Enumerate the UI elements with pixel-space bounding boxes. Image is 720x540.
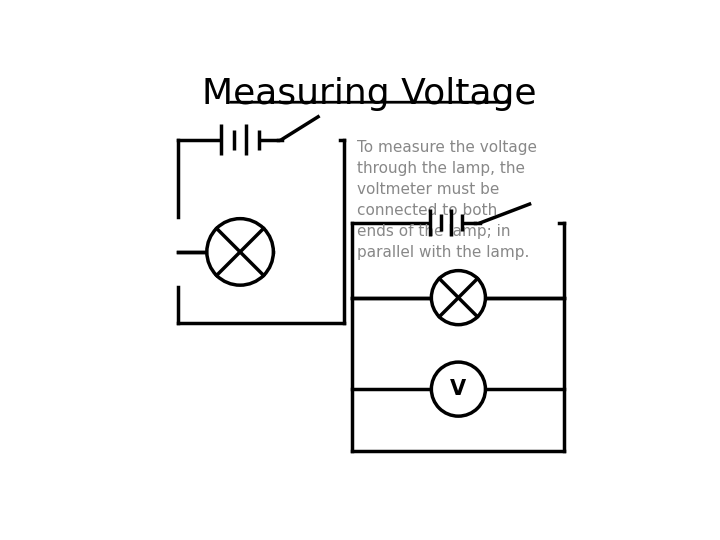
- Circle shape: [431, 362, 485, 416]
- Text: Measuring Voltage: Measuring Voltage: [202, 77, 536, 111]
- Text: To measure the voltage
through the lamp, the
voltmeter must be
connected to both: To measure the voltage through the lamp,…: [356, 140, 536, 260]
- Text: V: V: [450, 379, 467, 399]
- Circle shape: [207, 219, 274, 285]
- Circle shape: [431, 271, 485, 325]
